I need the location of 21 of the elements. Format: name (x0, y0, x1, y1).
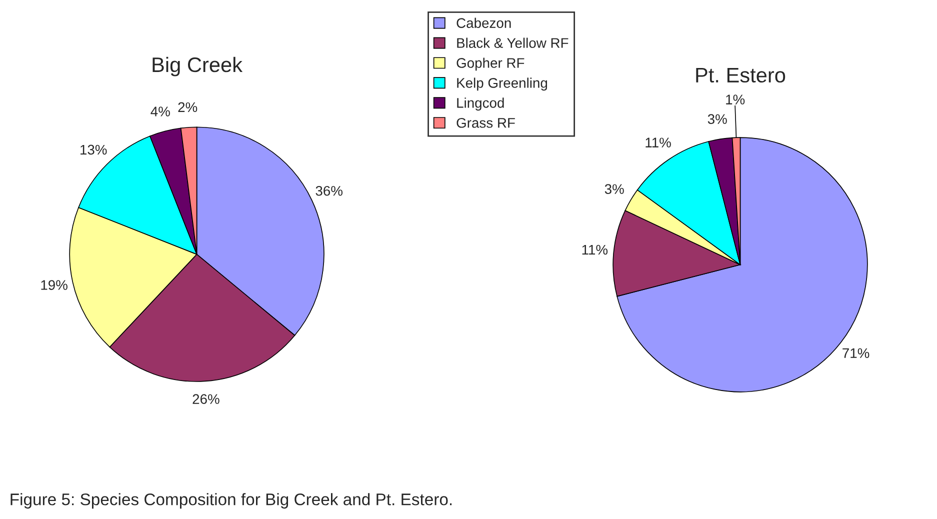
chart-title: Pt. Estero (696, 68, 786, 83)
text: Big Creek (152, 56, 243, 76)
data-label: 36% (316, 186, 342, 196)
caption: Figure 5: Species Composition for Big Creek and Pt. Estero. (10, 493, 452, 509)
data-label: 4% (150, 106, 170, 116)
data-label: 13% (80, 144, 107, 155)
data-label: 3% (708, 114, 727, 124)
data-label: 71% (842, 348, 870, 358)
legend-label: Cabezon (456, 18, 511, 28)
legend-label: Grass RF (456, 118, 515, 128)
legend-label: Kelp Greenling (457, 78, 548, 91)
legend-label: Gopher RF (456, 58, 524, 71)
legend-label: Black & Yellow RF (457, 38, 568, 48)
data-label: 11% (582, 244, 608, 255)
data-label: 11% (646, 138, 671, 148)
data-label: 1% (726, 94, 745, 104)
legend-label: Lingcod (457, 98, 504, 111)
data-label: 3% (604, 184, 624, 194)
data-label: 19% (41, 280, 68, 290)
data-label: 2% (178, 102, 198, 112)
data-label: 26% (192, 394, 220, 404)
